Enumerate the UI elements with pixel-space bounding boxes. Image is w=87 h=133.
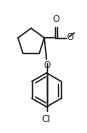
Text: O: O	[67, 33, 74, 42]
Text: O: O	[52, 15, 59, 24]
Text: Cl: Cl	[42, 115, 51, 124]
Text: O: O	[43, 61, 50, 70]
